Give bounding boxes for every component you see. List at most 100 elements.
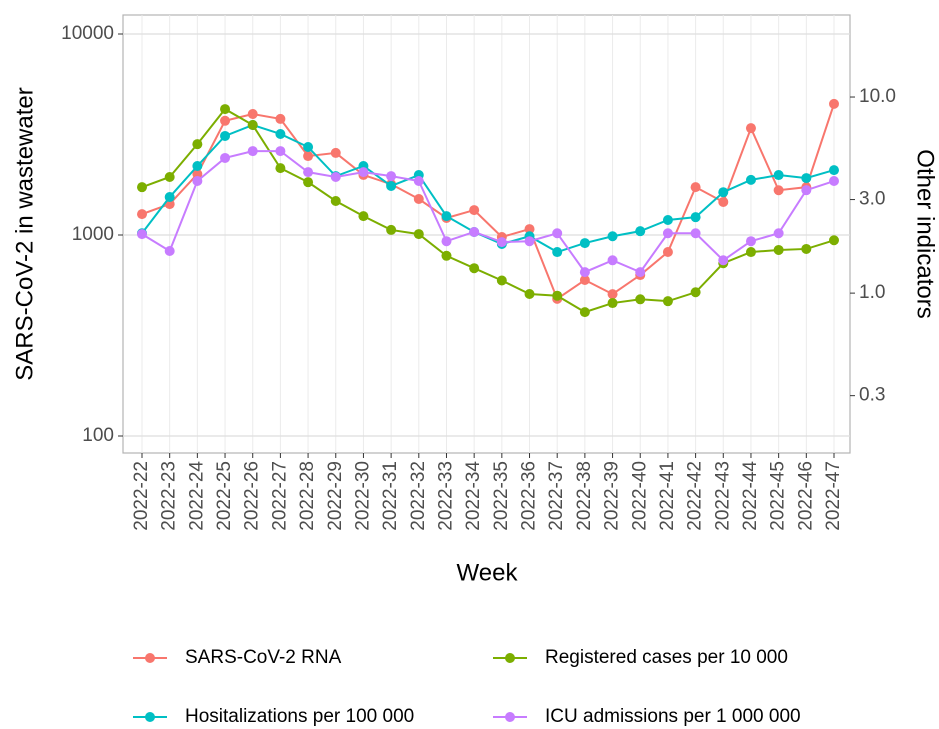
y2-axis-title: Other indicators bbox=[912, 149, 939, 318]
data-point bbox=[662, 228, 673, 239]
x-tick-label: 2022-29 bbox=[325, 461, 346, 531]
data-point bbox=[552, 247, 563, 258]
data-point bbox=[801, 243, 812, 254]
data-point bbox=[386, 224, 397, 235]
x-tick-label: 2022-41 bbox=[657, 461, 678, 531]
data-point bbox=[579, 238, 590, 249]
data-point bbox=[137, 229, 147, 240]
data-point bbox=[192, 160, 203, 171]
data-point bbox=[607, 289, 618, 300]
data-point bbox=[552, 290, 563, 301]
x-tick-label: 2022-23 bbox=[159, 461, 180, 531]
data-point bbox=[220, 130, 231, 141]
data-point bbox=[579, 275, 590, 286]
data-point bbox=[386, 171, 397, 182]
x-tick-label: 2022-39 bbox=[602, 461, 623, 531]
data-point bbox=[773, 170, 784, 181]
data-point bbox=[552, 228, 563, 239]
x-tick-label: 2022-42 bbox=[685, 461, 706, 531]
legend-point bbox=[145, 653, 155, 663]
data-point bbox=[579, 307, 590, 318]
x-tick-label: 2022-45 bbox=[768, 461, 789, 531]
data-point bbox=[662, 246, 673, 257]
data-point bbox=[469, 226, 480, 237]
data-point bbox=[413, 176, 424, 187]
data-point bbox=[164, 192, 175, 203]
x-tick-label: 2022-32 bbox=[408, 461, 429, 531]
data-point bbox=[829, 165, 839, 176]
x-tick-label: 2022-22 bbox=[131, 461, 152, 531]
data-point bbox=[386, 180, 397, 191]
data-point bbox=[441, 236, 452, 247]
data-point bbox=[303, 177, 314, 188]
data-point bbox=[220, 104, 231, 115]
data-point bbox=[496, 275, 507, 286]
data-point bbox=[303, 142, 314, 153]
data-point bbox=[496, 237, 507, 248]
data-point bbox=[579, 267, 590, 278]
x-tick-label: 2022-31 bbox=[380, 461, 401, 531]
data-point bbox=[773, 228, 784, 239]
data-point bbox=[275, 146, 286, 157]
data-point bbox=[275, 163, 286, 174]
data-point bbox=[635, 294, 646, 305]
y2-tick-label: 3.0 bbox=[859, 189, 885, 210]
data-point bbox=[441, 211, 452, 222]
x-tick-label: 2022-25 bbox=[214, 461, 235, 531]
legend-label: ICU admissions per 1 000 000 bbox=[545, 706, 801, 727]
data-point bbox=[607, 231, 618, 242]
x-tick-label: 2022-43 bbox=[712, 461, 733, 531]
x-tick-label: 2022-28 bbox=[297, 461, 318, 531]
y2-tick-label: 10.0 bbox=[859, 86, 896, 107]
data-point bbox=[275, 113, 286, 124]
data-point bbox=[469, 205, 480, 216]
x-tick-label: 2022-46 bbox=[795, 461, 816, 531]
data-point bbox=[662, 296, 673, 307]
data-point bbox=[358, 211, 369, 222]
x-tick-label: 2022-27 bbox=[269, 461, 290, 531]
data-point bbox=[275, 128, 286, 139]
data-point bbox=[524, 236, 535, 247]
data-point bbox=[413, 194, 424, 205]
y-axis-title: SARS-CoV-2 in wastewater bbox=[11, 87, 38, 380]
data-point bbox=[524, 288, 535, 299]
data-point bbox=[662, 214, 673, 225]
x-tick-label: 2022-24 bbox=[186, 461, 207, 531]
data-point bbox=[469, 263, 480, 274]
x-tick-label: 2022-34 bbox=[463, 461, 484, 531]
data-point bbox=[690, 182, 701, 193]
data-point bbox=[607, 255, 618, 266]
x-tick-label: 2022-26 bbox=[242, 461, 263, 531]
data-point bbox=[745, 247, 756, 258]
data-point bbox=[745, 236, 756, 247]
data-point bbox=[690, 228, 701, 239]
y-tick-label: 100 bbox=[82, 425, 114, 446]
data-point bbox=[192, 139, 203, 150]
data-point bbox=[801, 185, 812, 196]
y2-tick-label: 0.3 bbox=[859, 385, 885, 406]
data-point bbox=[441, 250, 452, 261]
data-point bbox=[330, 147, 341, 158]
legend-label: SARS-CoV-2 RNA bbox=[185, 647, 342, 668]
data-point bbox=[718, 187, 729, 198]
x-tick-label: 2022-37 bbox=[546, 461, 567, 531]
y-tick-label: 1000 bbox=[72, 224, 114, 245]
data-point bbox=[247, 108, 258, 119]
data-point bbox=[635, 226, 646, 237]
data-point bbox=[137, 182, 147, 193]
data-point bbox=[801, 173, 812, 184]
panel bbox=[122, 14, 851, 454]
data-point bbox=[220, 115, 231, 126]
x-tick-label: 2022-35 bbox=[491, 461, 512, 531]
x-tick-label: 2022-47 bbox=[823, 461, 844, 531]
data-point bbox=[303, 167, 314, 178]
series-line bbox=[141, 107, 835, 314]
data-point bbox=[164, 245, 175, 256]
legend-label: Registered cases per 10 000 bbox=[545, 647, 788, 668]
data-point bbox=[829, 176, 839, 187]
x-axis-title: Week bbox=[457, 559, 519, 586]
data-point bbox=[829, 98, 839, 109]
legend-point bbox=[145, 712, 155, 722]
y2-tick-label: 1.0 bbox=[859, 282, 885, 303]
